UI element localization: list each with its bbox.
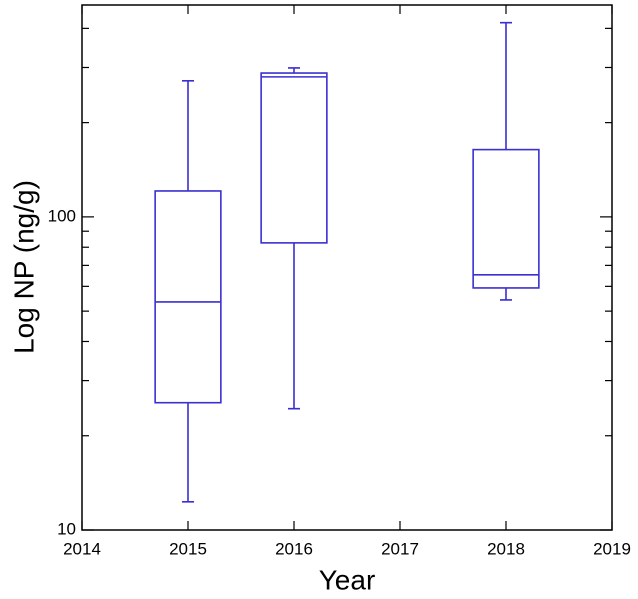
box: [260, 72, 328, 244]
x-tick-label: 2016: [275, 539, 313, 558]
whisker-low: [182, 402, 194, 503]
x-tick-label: 2015: [169, 539, 207, 558]
x-axis-label: Year: [319, 564, 376, 595]
whisker-high: [500, 21, 512, 150]
x-tick-label: 2018: [487, 539, 525, 558]
whisker-low: [500, 287, 512, 301]
whisker-high: [182, 80, 194, 191]
box: [472, 148, 540, 289]
y-axis-label: Log NP (ng/g): [8, 180, 39, 354]
x-tick-label: 2019: [593, 539, 631, 558]
whisker-high: [288, 67, 300, 74]
y-tick-label: 10: [57, 519, 76, 538]
plot-frame: [81, 4, 613, 531]
y-tick-label: 100: [48, 206, 76, 225]
x-tick-label: 2017: [381, 539, 419, 558]
whisker-low: [288, 242, 300, 410]
x-tick-label: 2014: [63, 539, 101, 558]
box: [154, 190, 222, 404]
